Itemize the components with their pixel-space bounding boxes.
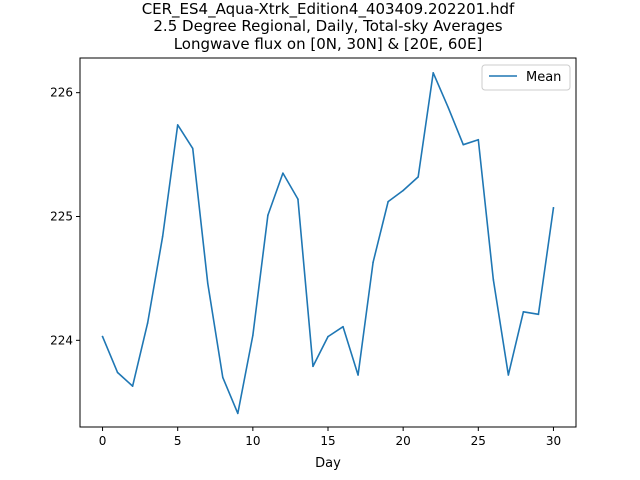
x-tick-label: 25 <box>471 434 486 448</box>
data-point <box>297 198 299 200</box>
data-point <box>372 261 374 264</box>
data-point <box>116 371 119 374</box>
data-point <box>552 207 555 209</box>
chart-title: CER_ES4_Aqua-Xtrk_Edition4_403409.202201… <box>142 0 515 53</box>
legend: Mean <box>481 64 571 91</box>
x-tick-label: 30 <box>546 434 561 448</box>
legend-label: Mean <box>526 70 561 85</box>
data-point <box>462 143 465 146</box>
x-axis: 0 5 10 15 20 25 30 <box>99 427 561 448</box>
plot-frame <box>79 57 577 428</box>
title-line-2: 2.5 Degree Regional, Daily, Total-sky Av… <box>153 17 502 35</box>
data-point <box>417 176 419 178</box>
data-point <box>191 147 194 150</box>
legend-box <box>481 64 571 91</box>
y-axis: 224 225 226 <box>50 86 80 347</box>
x-tick-label: 0 <box>99 434 107 448</box>
x-tick-label: 10 <box>245 434 260 448</box>
data-point <box>267 214 269 217</box>
data-point <box>537 313 540 316</box>
data-point <box>432 72 435 74</box>
data-point <box>176 124 179 126</box>
x-axis-label: Day <box>315 456 341 471</box>
data-point <box>312 365 314 368</box>
series-line <box>101 72 555 415</box>
data-point <box>342 325 344 328</box>
plot-area <box>101 72 555 415</box>
data-point <box>282 172 284 174</box>
data-point <box>507 374 510 376</box>
data-point <box>101 335 104 338</box>
data-point <box>357 374 359 376</box>
y-tick-label: 225 <box>50 209 73 223</box>
data-point <box>206 282 209 285</box>
data-point <box>447 106 450 109</box>
data-point <box>492 278 495 281</box>
data-point <box>161 235 164 238</box>
data-point <box>131 385 134 387</box>
data-point <box>522 311 525 313</box>
x-tick-label: 20 <box>396 434 411 448</box>
data-point <box>327 335 329 338</box>
data-point <box>402 189 404 192</box>
data-point <box>221 376 224 379</box>
data-point <box>387 200 389 203</box>
data-point <box>252 334 254 337</box>
data-point <box>146 322 149 324</box>
title-line-3: Longwave flux on [0N, 30N] & [20E, 60E] <box>174 35 483 53</box>
y-tick-label: 226 <box>50 86 73 100</box>
data-point <box>237 412 239 415</box>
data-point <box>477 138 480 141</box>
x-tick-label: 5 <box>174 434 182 448</box>
x-tick-label: 15 <box>320 434 335 448</box>
y-tick-label: 224 <box>50 333 73 347</box>
title-line-1: CER_ES4_Aqua-Xtrk_Edition4_403409.202201… <box>142 0 515 19</box>
